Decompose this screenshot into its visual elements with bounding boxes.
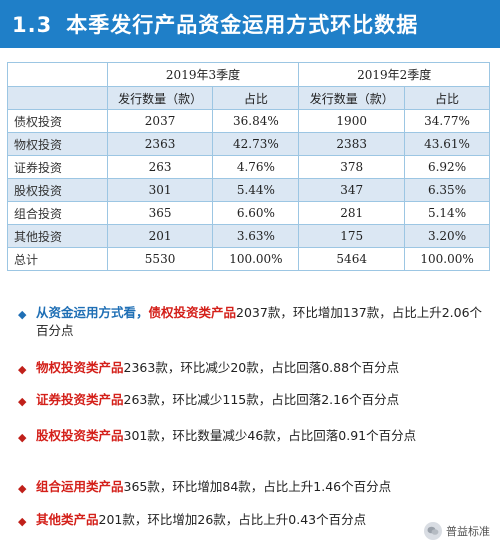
q3-count-cell: 301 xyxy=(106,178,214,202)
bullet-item: ◆ 从资金运用方式看，债权投资类产品2037款，环比增加137款，占比上升2.0… xyxy=(18,304,488,340)
table-row: 股权投资 301 5.44% 347 6.35% xyxy=(7,178,490,202)
q2-count-cell: 281 xyxy=(298,201,406,225)
bullet-item: ◆ 物权投资类产品2363款，环比减少20款，占比回落0.88个百分点 xyxy=(18,359,488,377)
diamond-bullet-icon: ◆ xyxy=(18,363,27,376)
bullet-rest: 201款，环比增加26款，占比上升0.43个百分点 xyxy=(98,512,367,527)
table-row: 其他投资 201 3.63% 175 3.20% xyxy=(7,224,490,248)
q3-count-cell: 263 xyxy=(106,155,214,179)
bullet-key: 证券投资类产品 xyxy=(36,392,124,407)
bullet-rest: 263款，环比减少115款，占比回落2.16个百分点 xyxy=(123,392,400,407)
col-count-q2: 发行数量（款） xyxy=(298,86,406,110)
row-name: 其他投资 xyxy=(7,224,108,248)
bullet-key: 债权投资类产品 xyxy=(148,305,237,320)
q2-share-cell: 34.77% xyxy=(404,109,490,133)
bullet-item: ◆ 其他类产品201款，环比增加26款，占比上升0.43个百分点 xyxy=(18,511,488,529)
data-table-container: 2019年3季度 2019年2季度 发行数量（款） 占比 发行数量（款） 占比 … xyxy=(7,62,490,271)
empty-header-cell xyxy=(7,86,108,110)
q2-share-cell: 100.00% xyxy=(404,247,490,271)
page-title: 1.3 本季发行产品资金运用方式环比数据 xyxy=(0,9,418,39)
diamond-bullet-icon: ◆ xyxy=(18,431,27,444)
bullet-lead: 从资金运用方式看， xyxy=(36,305,149,320)
table-row: 债权投资 2037 36.84% 1900 34.77% xyxy=(7,109,490,133)
q3-count-cell: 2037 xyxy=(106,109,214,133)
bullet-key: 股权投资类产品 xyxy=(36,428,124,443)
q3-count-cell: 5530 xyxy=(106,247,214,271)
q2-share-cell: 3.20% xyxy=(404,224,490,248)
q2-count-cell: 378 xyxy=(298,155,406,179)
q3-share-cell: 36.84% xyxy=(212,109,300,133)
bullet-rest: 301款，环比数量减少46款，占比回落0.91个百分点 xyxy=(123,428,417,443)
bullet-key: 物权投资类产品 xyxy=(36,360,124,375)
bullet-item: ◆ 股权投资类产品301款，环比数量减少46款，占比回落0.91个百分点 xyxy=(18,427,488,445)
col-count-q3: 发行数量（款） xyxy=(106,86,214,110)
page-header: 1.3 本季发行产品资金运用方式环比数据 xyxy=(0,0,500,48)
row-name: 证券投资 xyxy=(7,155,108,179)
table-period-header: 2019年3季度 2019年2季度 xyxy=(7,62,490,87)
period-q2-header: 2019年2季度 xyxy=(298,62,490,87)
q3-count-cell: 2363 xyxy=(106,132,214,156)
diamond-bullet-icon: ◆ xyxy=(18,515,27,528)
diamond-bullet-icon: ◆ xyxy=(18,395,27,408)
q2-count-cell: 347 xyxy=(298,178,406,202)
bullet-rest: 2037款，环比增加137款，占比上升2.06个百分点 xyxy=(36,305,483,338)
row-name: 物权投资 xyxy=(7,132,108,156)
bullet-rest: 365款，环比增加84款，占比上升1.46个百分点 xyxy=(123,479,392,494)
q3-share-cell: 100.00% xyxy=(212,247,300,271)
diamond-bullet-icon: ◆ xyxy=(18,308,27,321)
q3-share-cell: 6.60% xyxy=(212,201,300,225)
q3-share-cell: 4.76% xyxy=(212,155,300,179)
q2-count-cell: 175 xyxy=(298,224,406,248)
bullet-item: ◆ 证券投资类产品263款，环比减少115款，占比回落2.16个百分点 xyxy=(18,391,488,409)
row-name: 组合投资 xyxy=(7,201,108,225)
table-row: 组合投资 365 6.60% 281 5.14% xyxy=(7,201,490,225)
table-total-row: 总计 5530 100.00% 5464 100.00% xyxy=(7,247,490,271)
section-title: 本季发行产品资金运用方式环比数据 xyxy=(66,13,419,37)
section-number: 1.3 xyxy=(12,13,53,37)
row-name: 总计 xyxy=(7,247,108,271)
col-share-q3: 占比 xyxy=(212,86,300,110)
diamond-bullet-icon: ◆ xyxy=(18,482,27,495)
q2-count-cell: 5464 xyxy=(298,247,406,271)
data-table: 2019年3季度 2019年2季度 发行数量（款） 占比 发行数量（款） 占比 … xyxy=(7,62,490,271)
watermark-text: 普益标准 xyxy=(446,525,490,538)
q3-count-cell: 365 xyxy=(106,201,214,225)
table-row: 证券投资 263 4.76% 378 6.92% xyxy=(7,155,490,179)
q3-share-cell: 3.63% xyxy=(212,224,300,248)
q3-share-cell: 42.73% xyxy=(212,132,300,156)
period-q3-header: 2019年3季度 xyxy=(106,62,300,87)
q2-share-cell: 43.61% xyxy=(404,132,490,156)
bullet-rest: 2363款，环比减少20款，占比回落0.88个百分点 xyxy=(123,360,400,375)
q2-count-cell: 2383 xyxy=(298,132,406,156)
bullet-key: 组合运用类产品 xyxy=(36,479,124,494)
watermark: 普益标准 xyxy=(424,522,490,540)
row-name: 股权投资 xyxy=(7,178,108,202)
col-share-q2: 占比 xyxy=(404,86,490,110)
q2-count-cell: 1900 xyxy=(298,109,406,133)
q3-share-cell: 5.44% xyxy=(212,178,300,202)
bullet-key: 其他类产品 xyxy=(36,512,99,527)
empty-corner-cell xyxy=(7,62,108,87)
row-name: 债权投资 xyxy=(7,109,108,133)
q2-share-cell: 6.35% xyxy=(404,178,490,202)
table-column-header: 发行数量（款） 占比 发行数量（款） 占比 xyxy=(7,86,490,110)
wechat-icon xyxy=(424,522,442,540)
bullet-item: ◆ 组合运用类产品365款，环比增加84款，占比上升1.46个百分点 xyxy=(18,478,488,496)
q2-share-cell: 5.14% xyxy=(404,201,490,225)
q3-count-cell: 201 xyxy=(106,224,214,248)
q2-share-cell: 6.92% xyxy=(404,155,490,179)
table-row: 物权投资 2363 42.73% 2383 43.61% xyxy=(7,132,490,156)
